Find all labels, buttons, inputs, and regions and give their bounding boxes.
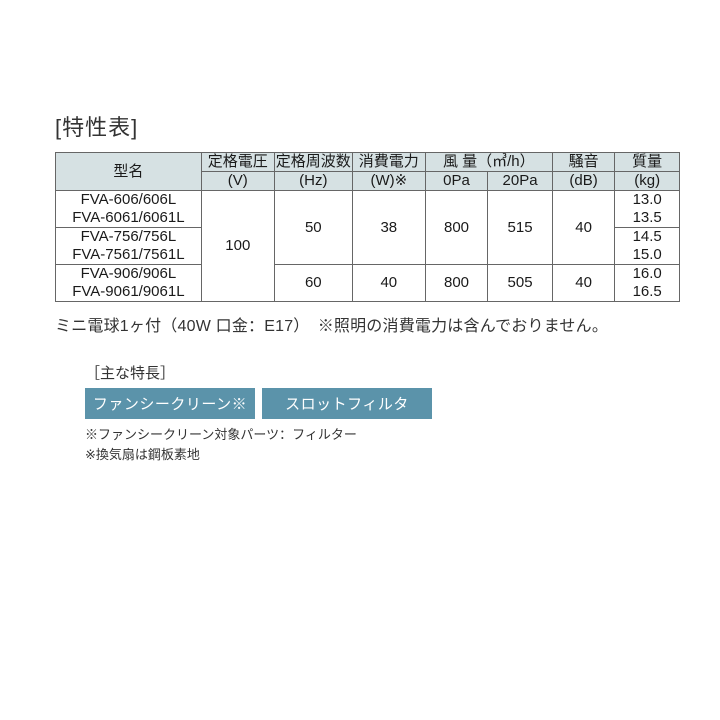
model-line-1: FVA-756/756L — [81, 228, 177, 245]
th-freq-bot: (Hz) — [274, 172, 352, 191]
cell-weight: 13.0 13.5 — [615, 191, 680, 228]
cell-air2: 505 — [488, 265, 553, 302]
table-footnote: ミニ電球1ヶ付（40W 口金：E17） ※照明の消費電力は含んでおりません。 — [55, 312, 680, 336]
cell-air2: 515 — [488, 191, 553, 265]
subnote-line-2: ※換気扇は鋼板素地 — [85, 447, 200, 462]
table-row: FVA-606/606L FVA-6061/6061L 100 50 38 80… — [56, 191, 680, 228]
th-noise-bot: (dB) — [552, 172, 615, 191]
cell-freq: 60 — [274, 265, 352, 302]
th-weight-top: 質量 — [615, 153, 680, 172]
features-title: ［主な特長］ — [85, 362, 680, 383]
cell-air1: 800 — [425, 265, 488, 302]
cell-freq: 50 — [274, 191, 352, 265]
th-weight-bot: (kg) — [615, 172, 680, 191]
model-line-2: FVA-6061/6061L — [72, 209, 184, 226]
th-air-col2: 20Pa — [488, 172, 553, 191]
page-root: [特性表] 型名 定格電圧 定格周波数 消費電力 風 量（㎥/h） 騒音 質量 … — [0, 0, 720, 464]
weight-line-2: 16.5 — [633, 283, 662, 300]
weight-line-1: 13.0 — [633, 191, 662, 208]
th-air-top: 風 量（㎥/h） — [425, 153, 552, 172]
weight-line-2: 13.5 — [633, 209, 662, 226]
th-volt-top: 定格電圧 — [201, 153, 274, 172]
model-line-1: FVA-606/606L — [81, 191, 177, 208]
table-title: [特性表] — [55, 110, 680, 142]
model-line-1: FVA-906/906L — [81, 265, 177, 282]
cell-model: FVA-906/906L FVA-9061/9061L — [56, 265, 202, 302]
cell-weight: 14.5 15.0 — [615, 228, 680, 265]
feature-tags: ファンシークリーン※ スロットフィルタ — [85, 388, 680, 419]
th-power-top: 消費電力 — [352, 153, 425, 172]
cell-power: 40 — [352, 265, 425, 302]
th-volt-bot: (V) — [201, 172, 274, 191]
cell-model: FVA-606/606L FVA-6061/6061L — [56, 191, 202, 228]
table-row: FVA-906/906L FVA-9061/9061L 60 40 800 50… — [56, 265, 680, 302]
model-line-2: FVA-9061/9061L — [72, 283, 184, 300]
th-model: 型名 — [56, 153, 202, 191]
th-air-col1: 0Pa — [425, 172, 488, 191]
cell-voltage: 100 — [201, 191, 274, 302]
cell-weight: 16.0 16.5 — [615, 265, 680, 302]
cell-power: 38 — [352, 191, 425, 265]
cell-model: FVA-756/756L FVA-7561/7561L — [56, 228, 202, 265]
weight-line-1: 14.5 — [633, 228, 662, 245]
feature-tag: スロットフィルタ — [262, 388, 432, 419]
features-block: ［主な特長］ ファンシークリーン※ スロットフィルタ ※ファンシークリーン対象パ… — [85, 362, 680, 464]
features-subnote: ※ファンシークリーン対象パーツ：フィルター ※換気扇は鋼板素地 — [85, 425, 680, 464]
th-power-bot: (W)※ — [352, 172, 425, 191]
table-header-row-1: 型名 定格電圧 定格周波数 消費電力 風 量（㎥/h） 騒音 質量 — [56, 153, 680, 172]
cell-noise: 40 — [552, 191, 615, 265]
feature-tag: ファンシークリーン※ — [85, 388, 255, 419]
cell-noise: 40 — [552, 265, 615, 302]
th-freq-top: 定格周波数 — [274, 153, 352, 172]
th-noise-top: 騒音 — [552, 153, 615, 172]
spec-table: 型名 定格電圧 定格周波数 消費電力 風 量（㎥/h） 騒音 質量 (V) (H… — [55, 152, 680, 302]
subnote-line-1: ※ファンシークリーン対象パーツ：フィルター — [85, 427, 357, 442]
cell-air1: 800 — [425, 191, 488, 265]
weight-line-2: 15.0 — [633, 246, 662, 263]
weight-line-1: 16.0 — [633, 265, 662, 282]
model-line-2: FVA-7561/7561L — [72, 246, 184, 263]
